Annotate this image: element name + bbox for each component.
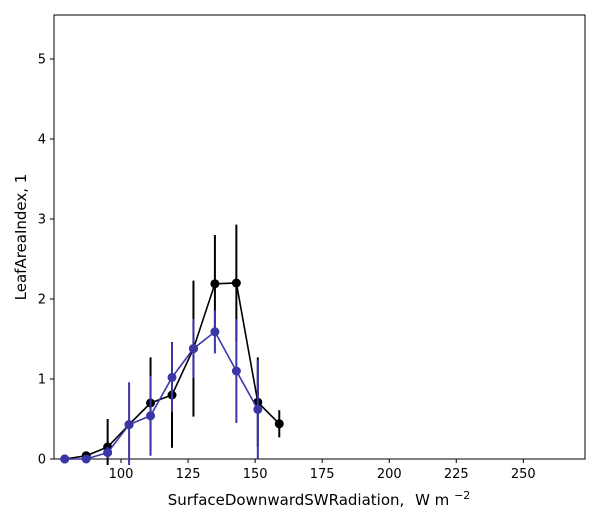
x-tick-label: 225: [444, 467, 469, 482]
x-tick-label: 100: [109, 467, 134, 482]
x-tick-label: 150: [243, 467, 268, 482]
data-point: [60, 454, 70, 464]
x-tick-label: 125: [176, 467, 201, 482]
x-axis-label-unit-exp: −2: [454, 489, 470, 502]
y-tick-label: 3: [38, 213, 46, 228]
y-axis: 0 1 2 3 4 5: [38, 53, 54, 468]
data-point: [81, 454, 91, 464]
data-point: [210, 327, 220, 337]
y-tick-label: 4: [38, 133, 46, 148]
y-axis-label: LeafAreaIndex, 1: [12, 174, 30, 301]
series-layer: [60, 224, 284, 465]
series-2: [60, 310, 263, 465]
y-tick-label: 5: [38, 53, 46, 68]
x-tick-label: 175: [310, 467, 335, 482]
data-point: [167, 372, 177, 382]
data-point: [253, 404, 263, 414]
x-axis: 100 125 150 175 200 225 250: [109, 459, 536, 482]
data-point: [124, 420, 134, 430]
x-tick-label: 200: [377, 467, 402, 482]
series-line: [64, 330, 259, 460]
data-point: [231, 366, 241, 376]
x-axis-label: SurfaceDownwardSWRadiation, W m −2: [168, 489, 471, 509]
data-point: [146, 411, 156, 421]
y-tick-label: 1: [38, 373, 46, 388]
data-point: [188, 344, 198, 354]
x-axis-label-unit: W m: [415, 491, 449, 509]
data-point: [210, 279, 220, 289]
data-point: [103, 448, 113, 458]
x-axis-label-main: SurfaceDownwardSWRadiation,: [168, 491, 405, 509]
data-point: [274, 419, 284, 429]
data-point: [231, 278, 241, 288]
plot-area-frame: [53, 14, 586, 460]
x-tick-label: 250: [511, 467, 536, 482]
y-tick-label: 2: [38, 293, 46, 308]
y-tick-label: 0: [38, 453, 46, 468]
